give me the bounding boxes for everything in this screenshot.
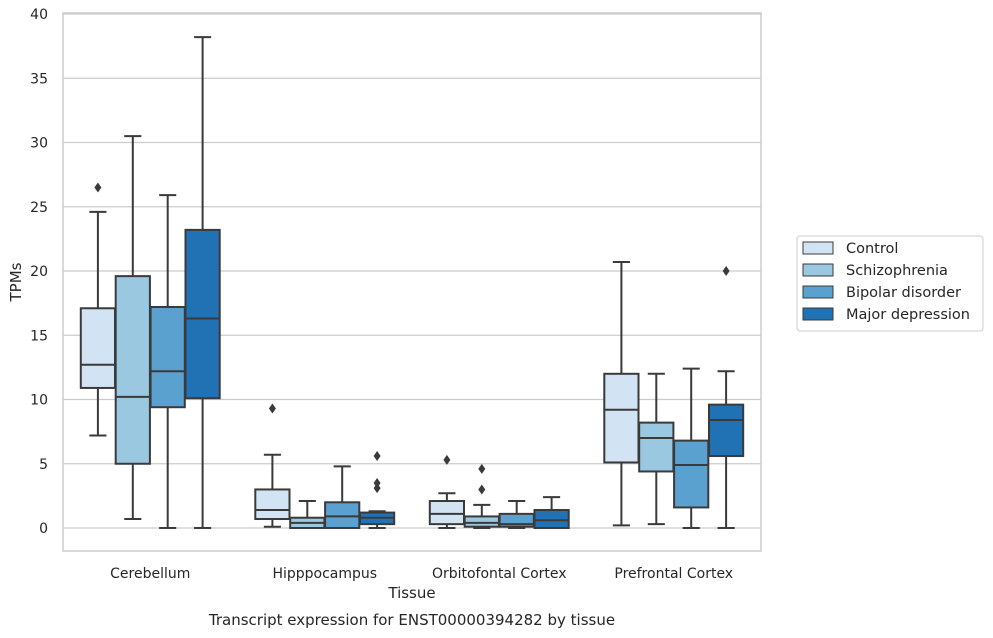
- x-tick-label: Cerebellum: [110, 566, 190, 582]
- y-tick-label: 0: [39, 521, 48, 537]
- outlier-point: [268, 403, 276, 414]
- legend-items: Control Schizophrenia Bipolar disorder Majo…: [802, 241, 970, 323]
- iqr-box: [428, 500, 466, 526]
- plot-frame: [62, 12, 762, 552]
- iqr-box: [254, 488, 291, 521]
- iqr-box: [707, 403, 745, 458]
- box-groups: [79, 36, 745, 530]
- box-2-2: [289, 500, 326, 529]
- box-1-1: [79, 182, 117, 437]
- box-2-1: [254, 403, 291, 528]
- iqr-box: [184, 228, 221, 400]
- iqr-box: [533, 509, 570, 530]
- x-tick-label: Hipppocampus: [272, 566, 377, 582]
- y-tick-label: 20: [30, 264, 48, 280]
- outlier-point: [373, 478, 381, 489]
- x-tick-label: Orbitofontal Cortex: [432, 566, 567, 582]
- box-3-1: [428, 454, 466, 529]
- outlier-point: [443, 454, 451, 465]
- x-tick-labels: Cerebellum Hipppocampus Orbitofontal Corte…: [110, 566, 733, 582]
- iqr-box: [638, 421, 675, 473]
- iqr-box: [324, 501, 361, 529]
- outlier-point: [478, 484, 486, 495]
- y-tick-label: 25: [30, 200, 48, 216]
- x-tick-label: Prefrontal Cortex: [614, 566, 733, 582]
- y-tick-label: 15: [30, 328, 48, 344]
- legend-swatch: [802, 307, 834, 321]
- outlier-point: [94, 182, 102, 193]
- outlier-point: [373, 451, 381, 462]
- box-2-3: [324, 465, 361, 529]
- box-4-4: [707, 266, 745, 529]
- outlier-point: [373, 483, 381, 494]
- figure-caption: Transcript expression for ENST0000039428…: [208, 611, 615, 629]
- iqr-box: [673, 439, 710, 509]
- y-tick-label: 40: [30, 7, 48, 23]
- iqr-box: [149, 305, 186, 409]
- legend-swatch: [802, 241, 834, 255]
- legend-swatch: [802, 263, 834, 277]
- legend: Control Schizophrenia Bipolar disorder Majo…: [796, 235, 984, 332]
- y-tick-label: 5: [39, 457, 48, 473]
- y-tick-label: 35: [30, 71, 48, 87]
- iqr-box: [603, 372, 640, 464]
- iqr-box: [463, 515, 500, 528]
- outlier-point: [722, 266, 730, 276]
- y-tick-label: 10: [30, 393, 48, 409]
- box-1-3: [149, 194, 186, 529]
- legend-label: Control: [846, 241, 898, 257]
- x-axis-title: Tissue: [387, 584, 435, 602]
- iqr-box: [114, 275, 151, 465]
- legend-label: Schizophrenia: [846, 263, 948, 279]
- box-4-2: [638, 372, 675, 526]
- legend-swatch: [802, 285, 834, 299]
- box-4-1: [603, 261, 640, 527]
- outlier-point: [478, 463, 486, 474]
- box-1-4: [184, 36, 221, 529]
- iqr-box: [79, 307, 117, 389]
- box-4-3: [673, 367, 710, 529]
- box-3-4: [533, 496, 570, 530]
- y-axis-title: TPMs: [7, 262, 25, 302]
- legend-label: Major depression: [846, 307, 970, 323]
- box-2-4: [358, 451, 396, 529]
- legend-label: Bipolar disorder: [846, 285, 961, 301]
- y-tick-labels: 0 5 10 15 20 25 30 35 40: [30, 7, 48, 537]
- legend-frame: [796, 235, 984, 332]
- y-tick-label: 30: [30, 136, 48, 152]
